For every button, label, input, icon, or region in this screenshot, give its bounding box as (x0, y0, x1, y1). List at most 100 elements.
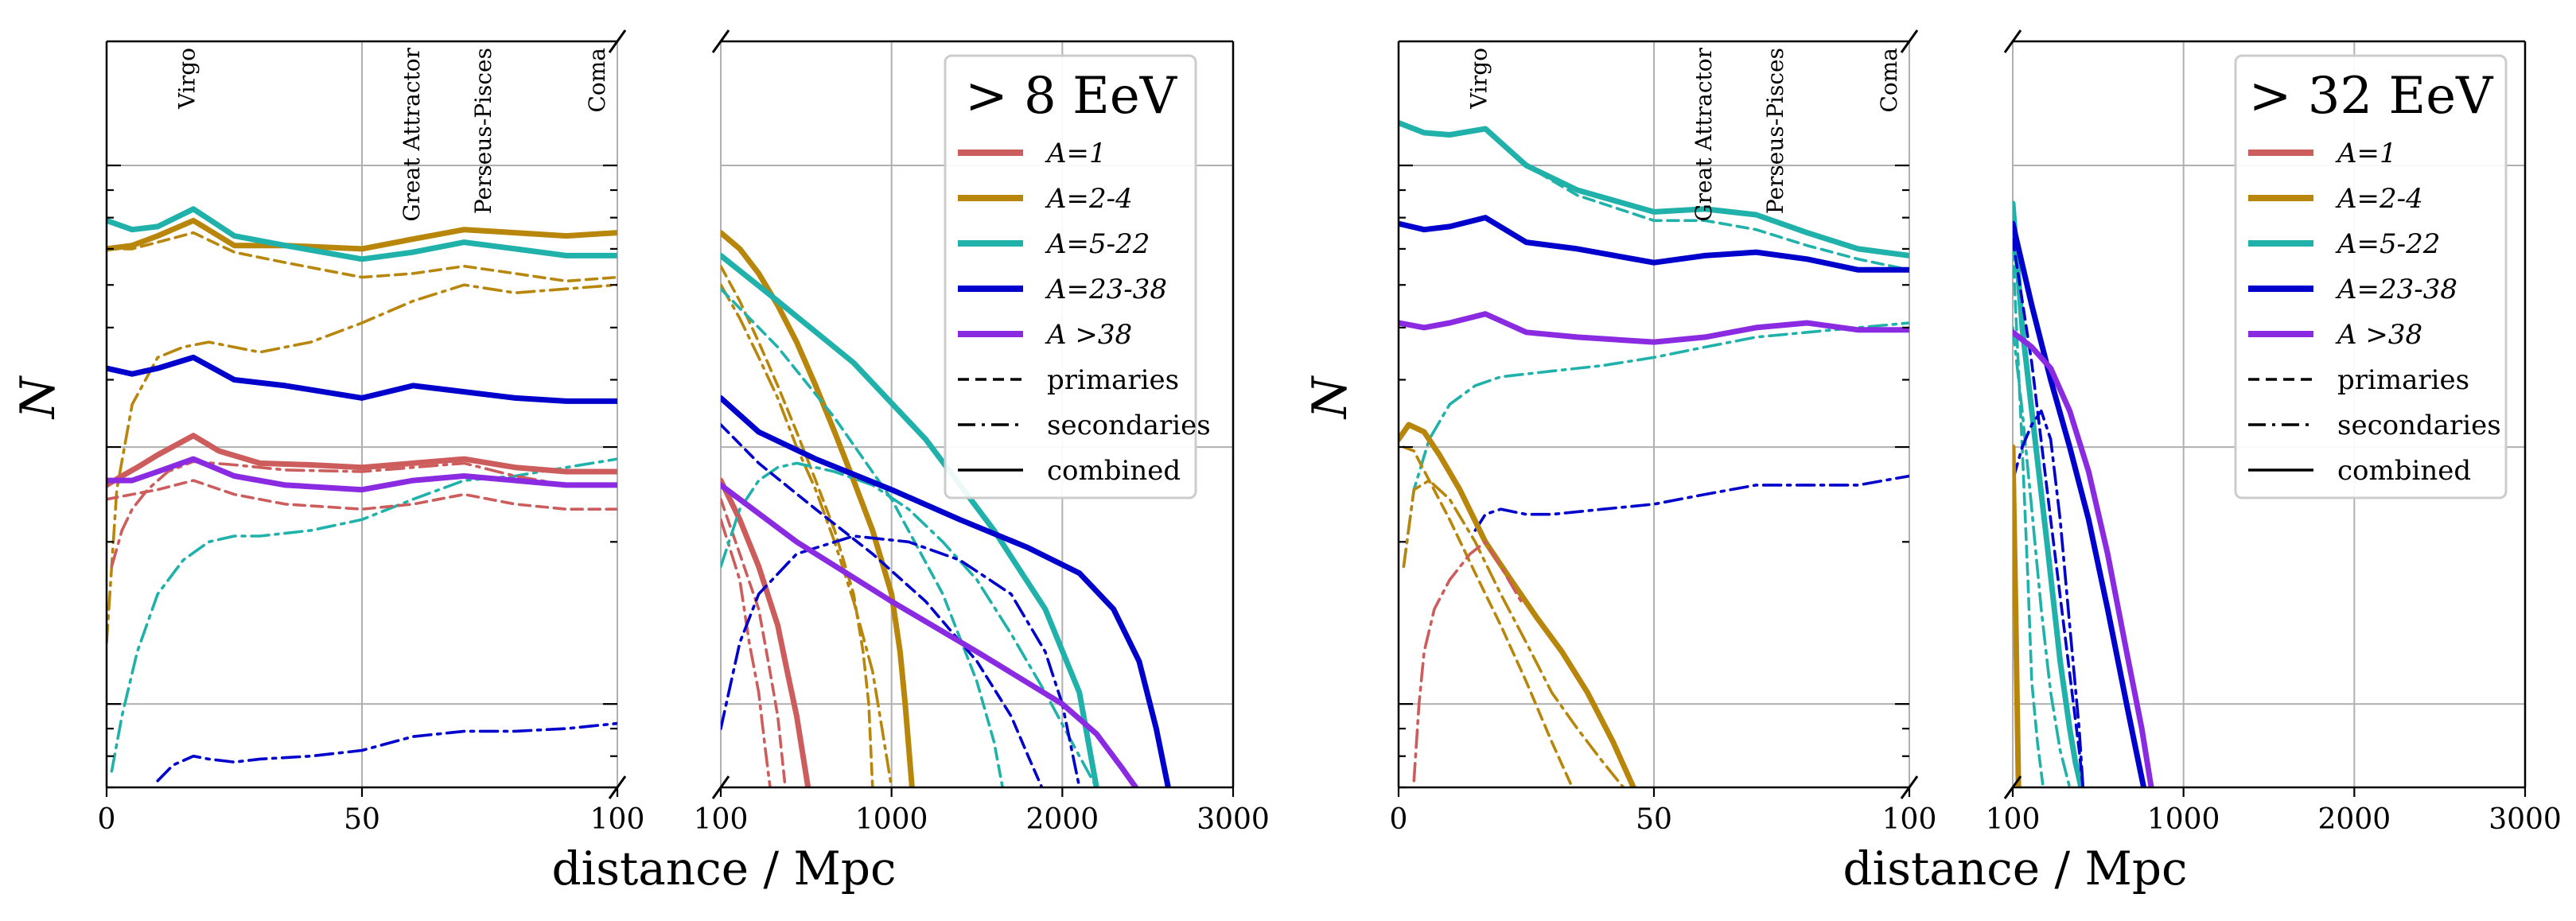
right-near-line-a-5-22-combined (1399, 119, 1909, 258)
left-near-line-a-2-4-combined (107, 217, 617, 252)
left-far-line-a-1-combined (721, 477, 811, 787)
left-far-line-a-1-secondaries (721, 518, 772, 787)
right-near-line-a-1-secondaries (1412, 540, 1523, 783)
left-far-line-a-2-4-primaries (721, 264, 874, 787)
right-near-line-a-23-38-secondaries (1473, 474, 1909, 532)
left-far-line-a-23-38-primaries (721, 423, 1044, 787)
left-near-x-tick-label: 100 (590, 803, 645, 836)
right-legend-title: > 32 EeV (2249, 67, 2494, 126)
right-far-x-tick-label: 100 (1986, 803, 2041, 836)
left-legend-title: > 8 EeV (965, 67, 1178, 126)
left-near-panel: 0 50 100 Virgo Great Attractor Perseus-Pisces… (98, 29, 645, 836)
right-near-x-tick-label: 0 (1390, 803, 1408, 836)
left-legend-label-a-23-38: A=23-38 (1045, 274, 1167, 305)
right-near-panel: 0 50 100 Virgo Great Attractor Perseus-Pisces… (1390, 29, 1937, 836)
left-near-annotation-great-attractor: Great Attractor (399, 47, 425, 221)
right-far-series (2013, 200, 2154, 787)
right-near-annotation-perseus-pisces: Perseus-Pisces (1762, 48, 1788, 214)
right-legend-label-a-2-4: A=2-4 (2335, 183, 2423, 215)
left-near-line-a-1-combined (107, 433, 617, 488)
right-near-line-a-23-38-combined (1399, 215, 1909, 273)
left-far-x-tick-label: 3000 (1197, 803, 1270, 836)
left-far-line-a-2-4-secondaries (721, 283, 893, 787)
right-legend-frame (2234, 54, 2508, 499)
left-legend: > 8 EeV A=1 A=2-4 A=5-22 A=23-38 A >38 primar… (944, 54, 1211, 499)
right-far-line-a-23-38-secondaries (2013, 409, 2085, 787)
right-legend-style-label-secondaries: secondaries (2337, 410, 2501, 441)
left-near-line-a-23-38-secondaries (156, 721, 617, 783)
left-near-line-a-5-22-secondaries (110, 457, 617, 773)
left-far-line-a-5-22-primaries (721, 287, 1004, 787)
right-near-line-a-2-4-combined (1399, 422, 1636, 787)
left-far-x-tick-label: 1000 (855, 803, 928, 836)
left-near-line-a-38-combined (107, 456, 617, 493)
left-near-line-a-2-4-secondaries (107, 283, 617, 644)
left-legend-label-a-2-4: A=2-4 (1045, 183, 1133, 215)
left-figure-group: 0 50 100 Virgo Great Attractor Perseus-Pisces… (10, 29, 1270, 896)
right-legend-style-label-combined: combined (2337, 455, 2471, 487)
right-far-line-a-38-combined (2013, 329, 2154, 787)
left-near-annotation-coma: Coma (584, 48, 610, 113)
left-near-x-tick-label: 0 (98, 803, 116, 836)
left-far-panel: 100 1000 2000 3000 (694, 29, 1270, 836)
right-x-axis-label: distance / Mpc (1843, 841, 2188, 896)
right-legend-label-a-38: A >38 (2335, 319, 2422, 351)
left-legend-label-a-5-22: A=5-22 (1045, 228, 1150, 260)
right-far-line-a-5-22-secondaries (2013, 326, 2072, 787)
left-near-annotation-perseus-pisces: Perseus-Pisces (470, 48, 496, 214)
right-near-line-a-38-combined (1399, 311, 1909, 345)
left-legend-label-a-38: A >38 (1045, 319, 1132, 351)
left-legend-style-label-secondaries: secondaries (1047, 410, 1211, 441)
right-near-x-tick-label: 100 (1882, 803, 1937, 836)
left-far-line-a-23-38-combined (721, 394, 1171, 787)
left-legend-label-a-1: A=1 (1045, 138, 1107, 169)
right-far-line-a-2-4-combined (2013, 444, 2021, 787)
left-legend-style-label-primaries: primaries (1047, 364, 1179, 396)
right-y-axis-label: N (1302, 375, 1358, 420)
left-far-x-tick-label: 100 (694, 803, 749, 836)
right-near-annotation-great-attractor: Great Attractor (1691, 47, 1717, 221)
right-legend: > 32 EeV A=1 A=2-4 A=5-22 A=23-38 A >38 prima… (2234, 54, 2508, 499)
left-far-line-a-38-combined (721, 482, 1139, 787)
left-far-line-a-23-38-secondaries (721, 534, 1081, 787)
right-far-x-tick-label: 3000 (2488, 803, 2562, 836)
right-legend-label-a-5-22: A=5-22 (2335, 228, 2440, 260)
right-near-annotation-coma: Coma (1876, 48, 1902, 113)
right-far-x-tick-label: 1000 (2147, 803, 2220, 836)
right-near-line-a-5-22-secondaries (1402, 321, 1909, 569)
right-near-x-tick-label: 50 (1636, 803, 1672, 836)
left-near-annotation-virgo: Virgo (174, 48, 200, 110)
right-far-x-tick-label: 2000 (2318, 803, 2391, 836)
right-near-break-mark (1900, 29, 1919, 53)
left-far-line-a-1-primaries (721, 497, 787, 787)
left-far-line-a-5-22-secondaries (721, 461, 1099, 787)
right-near-line-a-2-4-secondaries (1402, 479, 1625, 787)
left-y-axis-label: N (10, 375, 66, 420)
right-legend-label-a-23-38: A=23-38 (2335, 274, 2457, 305)
left-legend-frame (944, 54, 1197, 499)
left-near-x-tick-label: 50 (344, 803, 380, 836)
left-near-line-a-2-4-primaries (107, 231, 617, 283)
right-near-line-a-2-4-primaries (1402, 445, 1574, 787)
right-far-break-mark (2003, 29, 2022, 53)
right-near-annotation-virgo: Virgo (1466, 48, 1492, 110)
right-near-line-a-5-22-primaries (1399, 121, 1909, 272)
left-far-break-mark (711, 29, 730, 53)
left-far-line-a-2-4-combined (721, 230, 915, 787)
right-near-series (1399, 119, 1909, 787)
right-legend-style-label-primaries: primaries (2337, 364, 2469, 396)
left-near-break-mark (608, 29, 627, 53)
left-near-line-a-1-secondaries (110, 460, 617, 569)
left-far-x-tick-label: 2000 (1026, 803, 1099, 836)
right-legend-label-a-1: A=1 (2335, 138, 2397, 169)
left-near-line-a-1-primaries (107, 479, 617, 511)
left-near-series (107, 206, 617, 783)
right-figure-group: 0 50 100 Virgo Great Attractor Perseus-Pisces… (1302, 29, 2562, 896)
left-legend-style-label-combined: combined (1047, 455, 1181, 487)
right-far-panel: 100 1000 2000 3000 (1986, 29, 2562, 836)
right-far-line-a-23-38-combined (2013, 220, 2147, 787)
left-x-axis-label: distance / Mpc (552, 841, 897, 896)
left-near-line-a-23-38-combined (107, 354, 617, 404)
left-near-line-a-5-22-combined (107, 206, 617, 262)
